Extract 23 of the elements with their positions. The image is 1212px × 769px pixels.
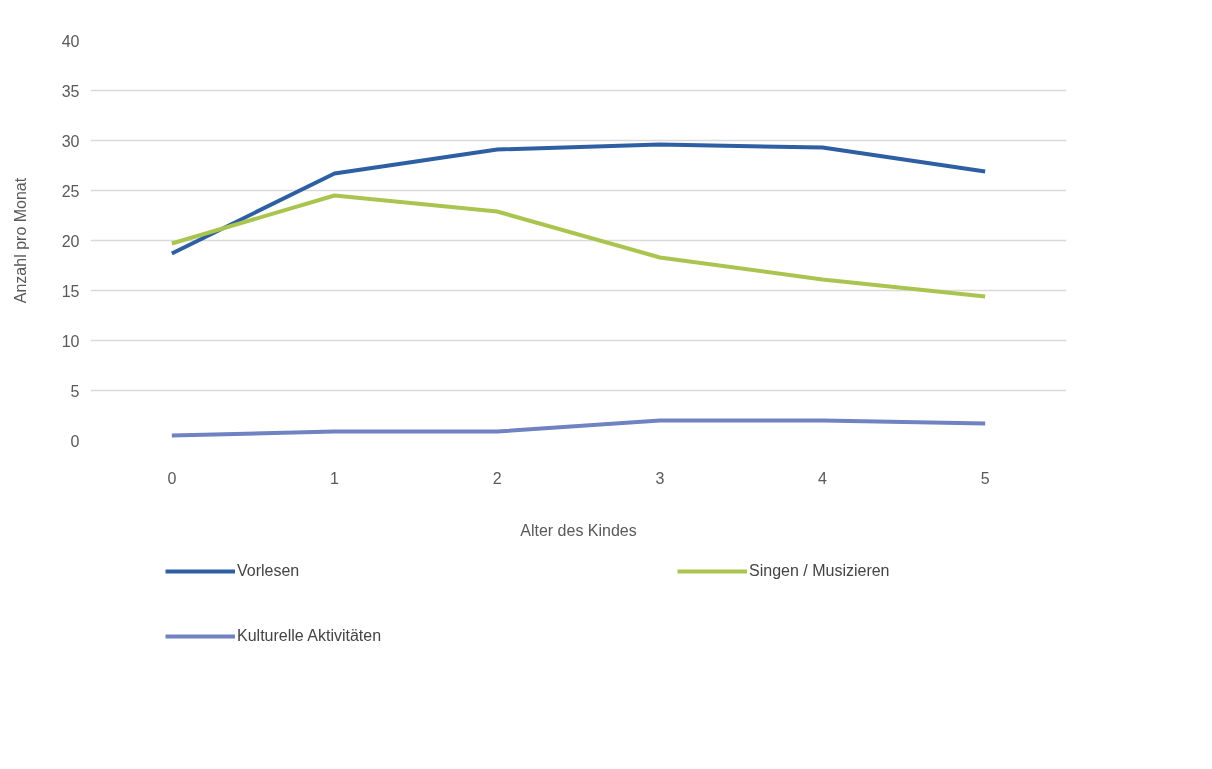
legend-label: Singen / Musizieren (749, 562, 891, 580)
y-tick-label: 0 (70, 432, 80, 450)
x-tick-label: 3 (655, 469, 665, 487)
y-tick-label: 20 (61, 232, 80, 250)
x-tick-label: 1 (330, 469, 340, 487)
y-tick-label: 15 (61, 282, 80, 300)
x-tick-label: 2 (492, 469, 502, 487)
y-tick-label: 35 (61, 82, 80, 100)
x-tick-label: 0 (167, 469, 177, 487)
y-tick-label: 40 (61, 32, 80, 50)
line-series (169, 418, 988, 438)
y-tick-label: 30 (61, 132, 80, 150)
x-axis-title: Alter des Kindes (520, 521, 637, 539)
legend-label: Kulturelle Aktivitäten (237, 627, 383, 645)
line-series (169, 142, 988, 256)
y-tick-label: 10 (61, 332, 80, 350)
legend-label: Vorlesen (237, 562, 301, 580)
y-tick-label: 25 (61, 182, 80, 200)
x-tick-label: 5 (980, 469, 990, 487)
y-tick-label: 5 (70, 382, 80, 400)
line-series (169, 193, 988, 299)
y-axis-title: Anzahl pro Monat (11, 177, 29, 304)
x-tick-label: 4 (818, 469, 828, 487)
